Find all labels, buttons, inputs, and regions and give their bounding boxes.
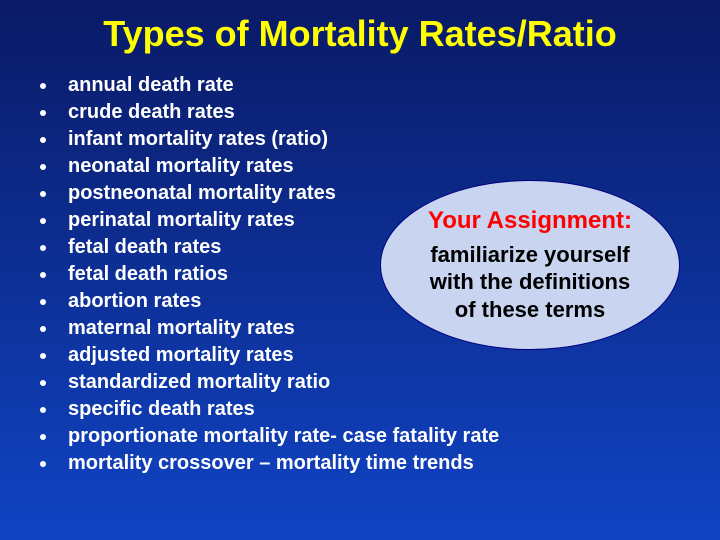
bullet-text: standardized mortality ratio: [68, 371, 330, 393]
bullet-dot-icon: [40, 164, 46, 170]
bullet-item: maternal mortality rates: [34, 315, 690, 342]
slide-title: Types of Mortality Rates/Ratio: [30, 14, 690, 54]
bullet-dot-icon: [40, 191, 46, 197]
bullet-text: neonatal mortality rates: [68, 155, 294, 177]
bullet-item: adjusted mortality rates: [34, 342, 690, 369]
bullet-dot-icon: [40, 380, 46, 386]
bullet-item: neonatal mortality rates: [34, 153, 690, 180]
bullet-text: proportionate mortality rate- case fatal…: [68, 425, 499, 447]
bullet-dot-icon: [40, 407, 46, 413]
bullet-text: infant mortality rates (ratio): [68, 128, 328, 150]
bullet-text: annual death rate: [68, 74, 234, 96]
bullet-text: maternal mortality rates: [68, 317, 295, 339]
bullet-dot-icon: [40, 272, 46, 278]
bullet-list: annual death rate crude death rates infant…: [30, 72, 690, 477]
bullet-dot-icon: [40, 137, 46, 143]
bullet-dot-icon: [40, 83, 46, 89]
bullet-text: crude death rates: [68, 101, 235, 123]
bullet-dot-icon: [40, 245, 46, 251]
bullet-dot-icon: [40, 299, 46, 305]
bullet-dot-icon: [40, 326, 46, 332]
bullet-text: abortion rates: [68, 290, 201, 312]
bullet-dot-icon: [40, 218, 46, 224]
bullet-text: specific death rates: [68, 398, 255, 420]
bullet-text: adjusted mortality rates: [68, 344, 294, 366]
bullet-item: mortality crossover – mortality time tre…: [34, 450, 690, 477]
bullet-item: abortion rates: [34, 288, 690, 315]
bullet-item: fetal death rates: [34, 234, 690, 261]
bullet-text: fetal death ratios: [68, 263, 228, 285]
bullet-dot-icon: [40, 434, 46, 440]
bullet-text: perinatal mortality rates: [68, 209, 295, 231]
bullet-item: postneonatal mortality rates: [34, 180, 690, 207]
bullet-dot-icon: [40, 461, 46, 467]
bullet-item: crude death rates: [34, 99, 690, 126]
bullet-dot-icon: [40, 353, 46, 359]
slide: Types of Mortality Rates/Ratio Your Assi…: [0, 0, 720, 540]
bullet-text: mortality crossover – mortality time tre…: [68, 452, 474, 474]
bullet-item: specific death rates: [34, 396, 690, 423]
bullet-text: postneonatal mortality rates: [68, 182, 336, 204]
bullet-item: perinatal mortality rates: [34, 207, 690, 234]
bullet-item: fetal death ratios: [34, 261, 690, 288]
bullet-dot-icon: [40, 110, 46, 116]
bullet-item: proportionate mortality rate- case fatal…: [34, 423, 690, 450]
bullet-text: fetal death rates: [68, 236, 221, 258]
bullet-item: infant mortality rates (ratio): [34, 126, 690, 153]
bullet-item: annual death rate: [34, 72, 690, 99]
bullet-item: standardized mortality ratio: [34, 369, 690, 396]
